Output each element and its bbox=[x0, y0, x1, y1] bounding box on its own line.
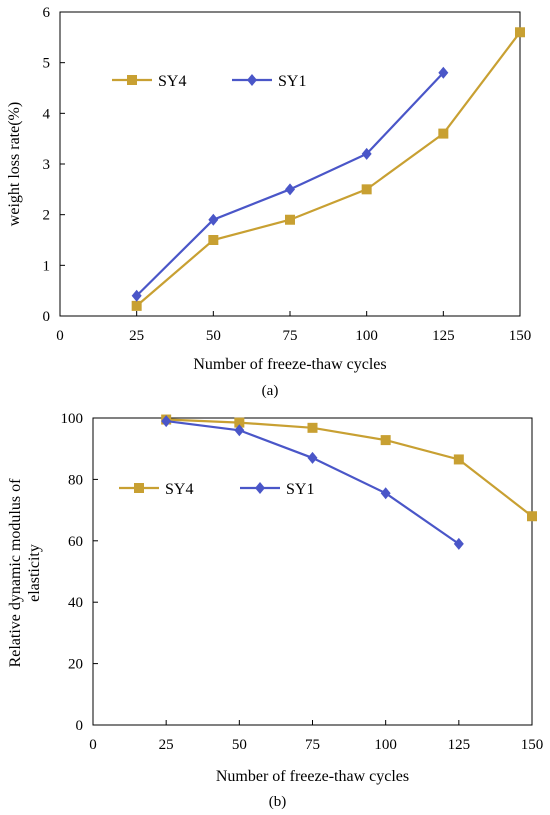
legend-label: SY4 bbox=[165, 481, 193, 498]
data-point bbox=[453, 454, 464, 465]
data-point bbox=[527, 511, 537, 522]
panel-label: (a) bbox=[262, 383, 279, 399]
data-point bbox=[161, 415, 172, 428]
data-point bbox=[515, 27, 525, 38]
data-point bbox=[361, 184, 372, 195]
x-axis-title: Number of freeze-thaw cycles bbox=[216, 768, 409, 785]
y-tick-label: 6 bbox=[43, 5, 51, 21]
y-tick-label: 60 bbox=[68, 534, 83, 550]
data-point bbox=[208, 235, 219, 245]
x-tick-label: 0 bbox=[56, 328, 64, 344]
series-sy4 bbox=[131, 27, 525, 311]
legend-marker bbox=[127, 75, 137, 85]
legend-entry-sy4: SY4 bbox=[112, 73, 186, 90]
data-point bbox=[285, 214, 295, 225]
y-tick-label: 100 bbox=[61, 411, 84, 427]
data-point bbox=[307, 422, 318, 433]
data-point bbox=[453, 537, 464, 550]
data-point bbox=[131, 289, 142, 302]
chart-b: 0 25 50 75 100 125 150 0 20 40 60 80 100 Number of fr… bbox=[7, 411, 543, 810]
y-tick-label: 5 bbox=[43, 56, 51, 72]
y-axis-title-line: Relative dynamic modulus of bbox=[7, 478, 24, 668]
legend-entry-sy4: SY4 bbox=[119, 481, 193, 498]
x-tick-label: 75 bbox=[305, 737, 320, 753]
data-point bbox=[307, 451, 318, 464]
y-axis-title: weight loss rate(%) bbox=[6, 102, 23, 226]
y-axis-title-line: elasticity bbox=[26, 544, 43, 602]
series-line bbox=[166, 418, 533, 518]
x-tick-label: 125 bbox=[448, 737, 471, 753]
legend-label: SY4 bbox=[158, 73, 186, 90]
y-tick-label: 0 bbox=[43, 309, 51, 325]
legend-label: SY1 bbox=[286, 481, 314, 498]
data-point bbox=[234, 424, 245, 437]
x-tick-label: 50 bbox=[206, 328, 221, 344]
data-point bbox=[208, 213, 219, 226]
legend-label: SY1 bbox=[278, 73, 306, 90]
series-sy1 bbox=[161, 415, 464, 550]
legend-marker bbox=[134, 483, 144, 493]
data-point bbox=[380, 487, 391, 500]
series-line bbox=[135, 31, 521, 307]
x-tick-label: 0 bbox=[89, 737, 97, 753]
x-tick-label: 100 bbox=[355, 328, 378, 344]
data-point bbox=[438, 128, 449, 139]
legend-entry-sy1: SY1 bbox=[240, 481, 314, 498]
y-tick-label: 80 bbox=[68, 472, 83, 488]
y-tick-label: 1 bbox=[43, 258, 51, 274]
x-tick-label: 25 bbox=[159, 737, 174, 753]
y-tick-label: 20 bbox=[68, 657, 83, 673]
x-tick-label: 100 bbox=[374, 737, 397, 753]
x-tick-label: 150 bbox=[521, 737, 544, 753]
x-tick-label: 150 bbox=[509, 328, 532, 344]
chart-a: 0 25 50 75 100 125 150 0 1 2 3 4 5 6 Number of freeze-… bbox=[6, 5, 531, 399]
data-point bbox=[380, 435, 391, 446]
data-point bbox=[234, 417, 245, 428]
x-tick-label: 50 bbox=[232, 737, 247, 753]
x-tick-label: 125 bbox=[432, 328, 455, 344]
legend-entry-sy1: SY1 bbox=[232, 73, 306, 90]
legend-marker bbox=[247, 74, 257, 86]
x-tick-label: 25 bbox=[129, 328, 144, 344]
y-tick-label: 4 bbox=[43, 106, 51, 122]
legend-marker bbox=[255, 482, 265, 494]
y-tick-label: 3 bbox=[43, 157, 51, 173]
data-point bbox=[361, 147, 372, 160]
y-tick-label: 0 bbox=[76, 718, 84, 734]
series-sy1 bbox=[131, 66, 449, 302]
y-tick-label: 2 bbox=[43, 208, 51, 224]
data-point bbox=[131, 300, 142, 311]
data-point bbox=[438, 66, 449, 79]
y-tick-label: 40 bbox=[68, 595, 83, 611]
x-axis-title: Number of freeze-thaw cycles bbox=[193, 356, 386, 373]
data-point bbox=[285, 183, 295, 196]
x-tick-label: 75 bbox=[283, 328, 298, 344]
panel-label: (b) bbox=[269, 794, 287, 810]
